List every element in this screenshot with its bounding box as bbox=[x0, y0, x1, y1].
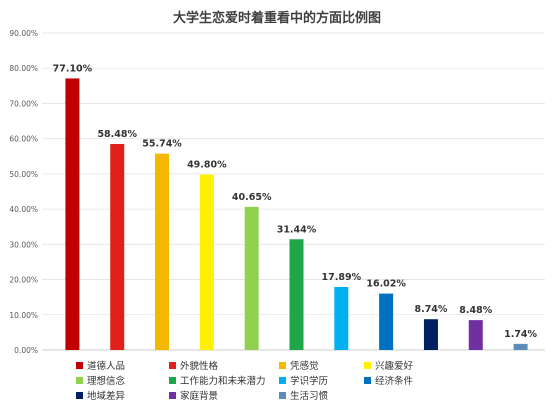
legend-swatch bbox=[76, 392, 83, 399]
y-tick-label: 50.00% bbox=[9, 170, 38, 179]
gridlines bbox=[42, 32, 545, 351]
data-label: 16.02% bbox=[366, 279, 406, 290]
legend-label: 理想信念 bbox=[87, 375, 126, 387]
data-label: 77.10% bbox=[53, 63, 93, 74]
data-label: 49.80% bbox=[187, 160, 227, 171]
y-tick-label: 60.00% bbox=[9, 135, 38, 144]
data-label: 8.48% bbox=[459, 305, 492, 316]
y-axis: 0.00% 10.00% 20.00% 30.00% 40.00% 50.00% 60.00… bbox=[9, 29, 38, 355]
legend-swatch bbox=[364, 377, 371, 384]
y-tick-label: 70.00% bbox=[9, 99, 38, 108]
bar-1 bbox=[65, 78, 80, 350]
legend-swatch bbox=[279, 362, 286, 369]
data-label: 31.44% bbox=[277, 224, 317, 235]
bar-7 bbox=[334, 286, 349, 350]
bar-3 bbox=[155, 153, 170, 350]
legend-swatch bbox=[279, 377, 286, 384]
legend-label: 家庭背景 bbox=[180, 390, 218, 402]
data-labels: 77.10% 58.48% 55.74% 49.80% 40.65% 31.44% 17.8… bbox=[53, 63, 538, 339]
legend-label: 凭感觉 bbox=[290, 360, 319, 372]
legend-swatch bbox=[76, 362, 83, 369]
y-tick-label: 30.00% bbox=[9, 240, 38, 249]
legend-label: 经济条件 bbox=[375, 375, 414, 387]
legend-swatch bbox=[169, 362, 176, 369]
y-tick-label: 80.00% bbox=[9, 64, 38, 73]
bars bbox=[65, 78, 528, 350]
data-label: 55.74% bbox=[142, 139, 182, 150]
legend-label: 道德人品 bbox=[87, 360, 125, 372]
legend-label: 地域差异 bbox=[87, 390, 126, 402]
legend-label: 外貌性格 bbox=[180, 360, 219, 372]
data-label: 17.89% bbox=[322, 272, 362, 283]
legend-swatch bbox=[76, 377, 83, 384]
y-tick-label: 10.00% bbox=[9, 311, 38, 320]
y-tick-label: 20.00% bbox=[9, 276, 38, 285]
legend-swatch bbox=[169, 377, 176, 384]
data-label: 1.74% bbox=[504, 329, 537, 340]
chart-title: 大学生恋爱时着重看中的方面比例图 bbox=[173, 10, 381, 26]
legend-swatch bbox=[364, 362, 371, 369]
legend-label: 兴趣爱好 bbox=[375, 360, 414, 372]
legend-label: 学识学历 bbox=[290, 375, 328, 387]
legend-swatch bbox=[169, 392, 176, 399]
legend-label: 生活习惯 bbox=[290, 390, 329, 402]
bar-2 bbox=[110, 144, 125, 350]
bar-4 bbox=[199, 174, 214, 350]
y-tick-label: 0.00% bbox=[14, 346, 38, 355]
bar-11 bbox=[513, 343, 528, 350]
data-label: 8.74% bbox=[414, 304, 447, 315]
bar-5 bbox=[244, 206, 259, 350]
legend-swatch bbox=[279, 392, 286, 399]
bar-10 bbox=[468, 320, 483, 350]
bar-8 bbox=[379, 293, 394, 350]
legend-label: 工作能力和未来潜力 bbox=[180, 375, 266, 387]
y-tick-label: 90.00% bbox=[9, 29, 38, 38]
bar-9 bbox=[423, 319, 438, 350]
y-tick-label: 40.00% bbox=[9, 205, 38, 214]
data-label: 58.48% bbox=[97, 129, 137, 140]
bar-6 bbox=[289, 239, 304, 350]
data-label: 40.65% bbox=[232, 192, 272, 203]
